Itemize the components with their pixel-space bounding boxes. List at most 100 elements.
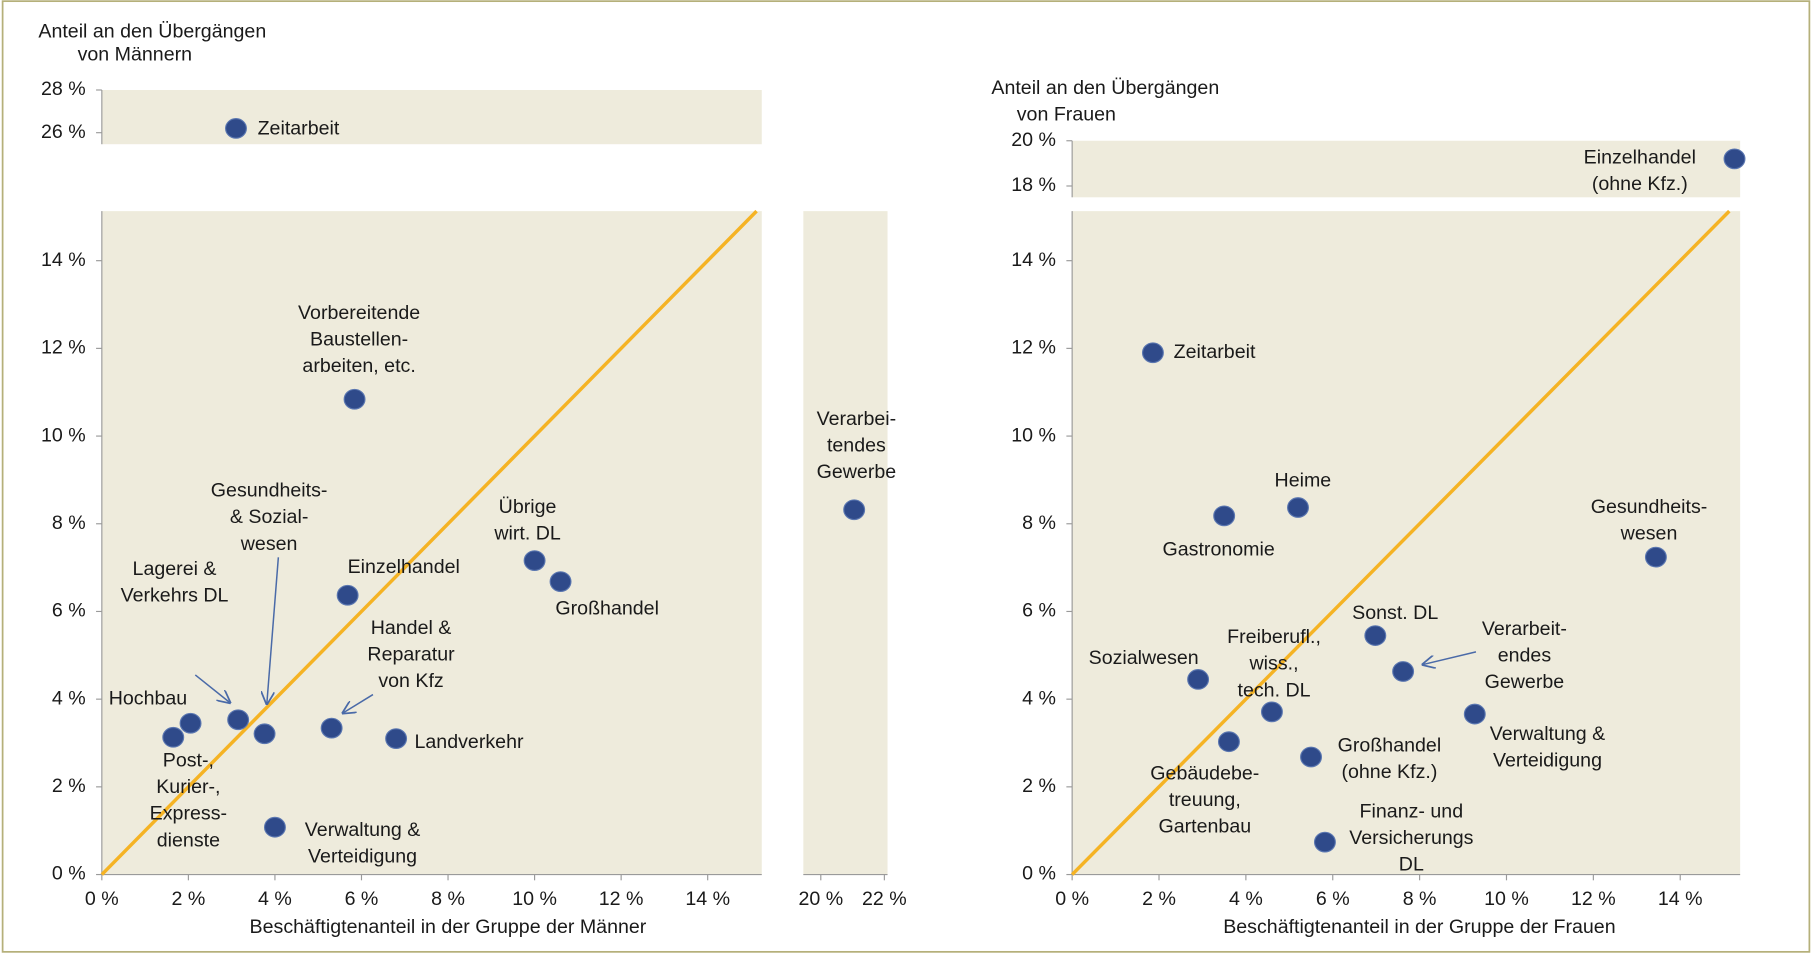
y-tick-label: 26 % (41, 121, 86, 143)
point-label: Post-, (163, 750, 214, 772)
y-tick-label: 6 % (1022, 600, 1056, 622)
point-label: Zeitarbeit (1174, 341, 1256, 363)
point-label: Gartenbau (1158, 815, 1251, 837)
point-label: (ohne Kfz.) (1341, 761, 1437, 783)
point-label: Gastronomie (1163, 539, 1275, 561)
x-tick-label: 0 % (85, 888, 119, 910)
point-label: Handel & (371, 617, 452, 639)
point (843, 499, 866, 521)
point-label: Freiberufl., (1227, 626, 1321, 648)
point-label: Sonst. DL (1352, 602, 1438, 624)
point-label: wesen (240, 533, 298, 555)
y-tick-label: 2 % (1022, 775, 1056, 797)
y-tick-label: 20 % (1011, 129, 1056, 151)
y-tick-label: 6 % (52, 600, 86, 622)
y-tick-label: 12 % (1011, 337, 1056, 359)
diagonal-line (100, 209, 758, 876)
point (1141, 342, 1164, 364)
x-tick-label: 14 % (1658, 888, 1703, 910)
y-tick-label: 10 % (1011, 424, 1056, 446)
y-axis-title: von Frauen (1017, 104, 1116, 126)
plot-area-break-top (1072, 140, 1741, 198)
point-label: treuung, (1169, 789, 1241, 811)
y-axis-title: Anteil an den Übergängen (38, 20, 266, 42)
point-label: Großhandel (1338, 735, 1442, 757)
point (1392, 661, 1415, 682)
point-label: & Sozial- (230, 506, 308, 528)
point-label: Reparatur (367, 644, 455, 666)
point-label: Versicherungs (1349, 827, 1473, 849)
plot-area-break-top (101, 89, 762, 145)
point (1644, 546, 1667, 568)
y-tick-label: 0 % (52, 863, 86, 885)
point (336, 584, 359, 606)
y-tick-label: 28 % (41, 78, 86, 100)
point-label: dienste (157, 829, 220, 851)
point-label: Verteidigung (308, 845, 417, 867)
point-label: wiss., (1249, 653, 1299, 675)
point (1300, 746, 1322, 768)
y-tick-label: 12 % (41, 337, 86, 359)
x-tick-label: 22 % (862, 888, 907, 910)
point-label: endes (1498, 645, 1552, 667)
point-label: Kurier-, (156, 776, 220, 798)
y-tick-label: 8 % (1022, 512, 1056, 534)
x-tick-label: 0 % (1055, 888, 1089, 910)
point-label: Gesundheits- (1591, 496, 1708, 518)
x-tick-label: 4 % (258, 888, 292, 910)
y-tick-label: 0 % (1022, 863, 1056, 885)
diagonal-line (1070, 209, 1731, 876)
point-label: Lagerei & (133, 558, 217, 580)
point-label: DL (1399, 854, 1424, 876)
point (523, 550, 546, 571)
point-label: tech. DL (1238, 679, 1311, 701)
arrow (267, 557, 280, 704)
y-tick-label: 4 % (52, 687, 86, 709)
y-axis-title: Anteil an den Übergängen (991, 77, 1219, 99)
point-label: Express- (150, 803, 227, 825)
point (1723, 148, 1746, 170)
point (320, 717, 343, 739)
point-label: Verteidigung (1493, 750, 1602, 772)
y-tick-label: 4 % (1022, 687, 1056, 709)
point (1463, 703, 1486, 725)
point-label: Verarbei- (817, 408, 897, 430)
point-label: Vorbereitende (298, 302, 420, 324)
point-label: Hochbau (109, 687, 187, 709)
point-label: Zeitarbeit (258, 117, 340, 139)
point-label: arbeiten, etc. (302, 355, 415, 377)
point (1260, 701, 1283, 723)
plot-area-break-right (803, 211, 888, 875)
point-label: tendes (827, 435, 886, 457)
point-label: Verkehrs DL (121, 585, 229, 607)
point-label: Gebäudebe- (1150, 762, 1259, 784)
y-tick-label: 18 % (1011, 174, 1056, 196)
point (227, 709, 250, 731)
point (1287, 497, 1309, 518)
x-tick-label: 6 % (1316, 888, 1350, 910)
x-tick-label: 12 % (599, 888, 644, 910)
x-axis-title: Beschäftigtenanteil in der Gruppe der Fr… (1223, 916, 1615, 938)
x-tick-label: 14 % (685, 888, 730, 910)
point (1364, 625, 1387, 646)
point-label: Verarbeit- (1482, 618, 1567, 640)
point-label: (ohne Kfz.) (1592, 173, 1688, 195)
point-label: Sozialwesen (1089, 647, 1199, 669)
point (1217, 731, 1240, 753)
point (253, 723, 276, 745)
point-label: Baustellen- (310, 329, 408, 351)
arrow (343, 693, 374, 713)
point-label: Gewerbe (1485, 671, 1565, 693)
arrow (1423, 651, 1477, 665)
point-label: Übrige (499, 496, 557, 518)
point (549, 571, 572, 593)
y-tick-label: 14 % (41, 249, 86, 271)
x-tick-label: 20 % (798, 888, 843, 910)
point (1313, 831, 1336, 853)
point-label: Einzelhandel (1584, 146, 1696, 168)
point-label: Einzelhandel (348, 556, 460, 578)
point (343, 388, 366, 410)
point-label: Heime (1275, 469, 1332, 491)
x-tick-label: 2 % (171, 888, 205, 910)
point-label: Großhandel (555, 597, 659, 619)
